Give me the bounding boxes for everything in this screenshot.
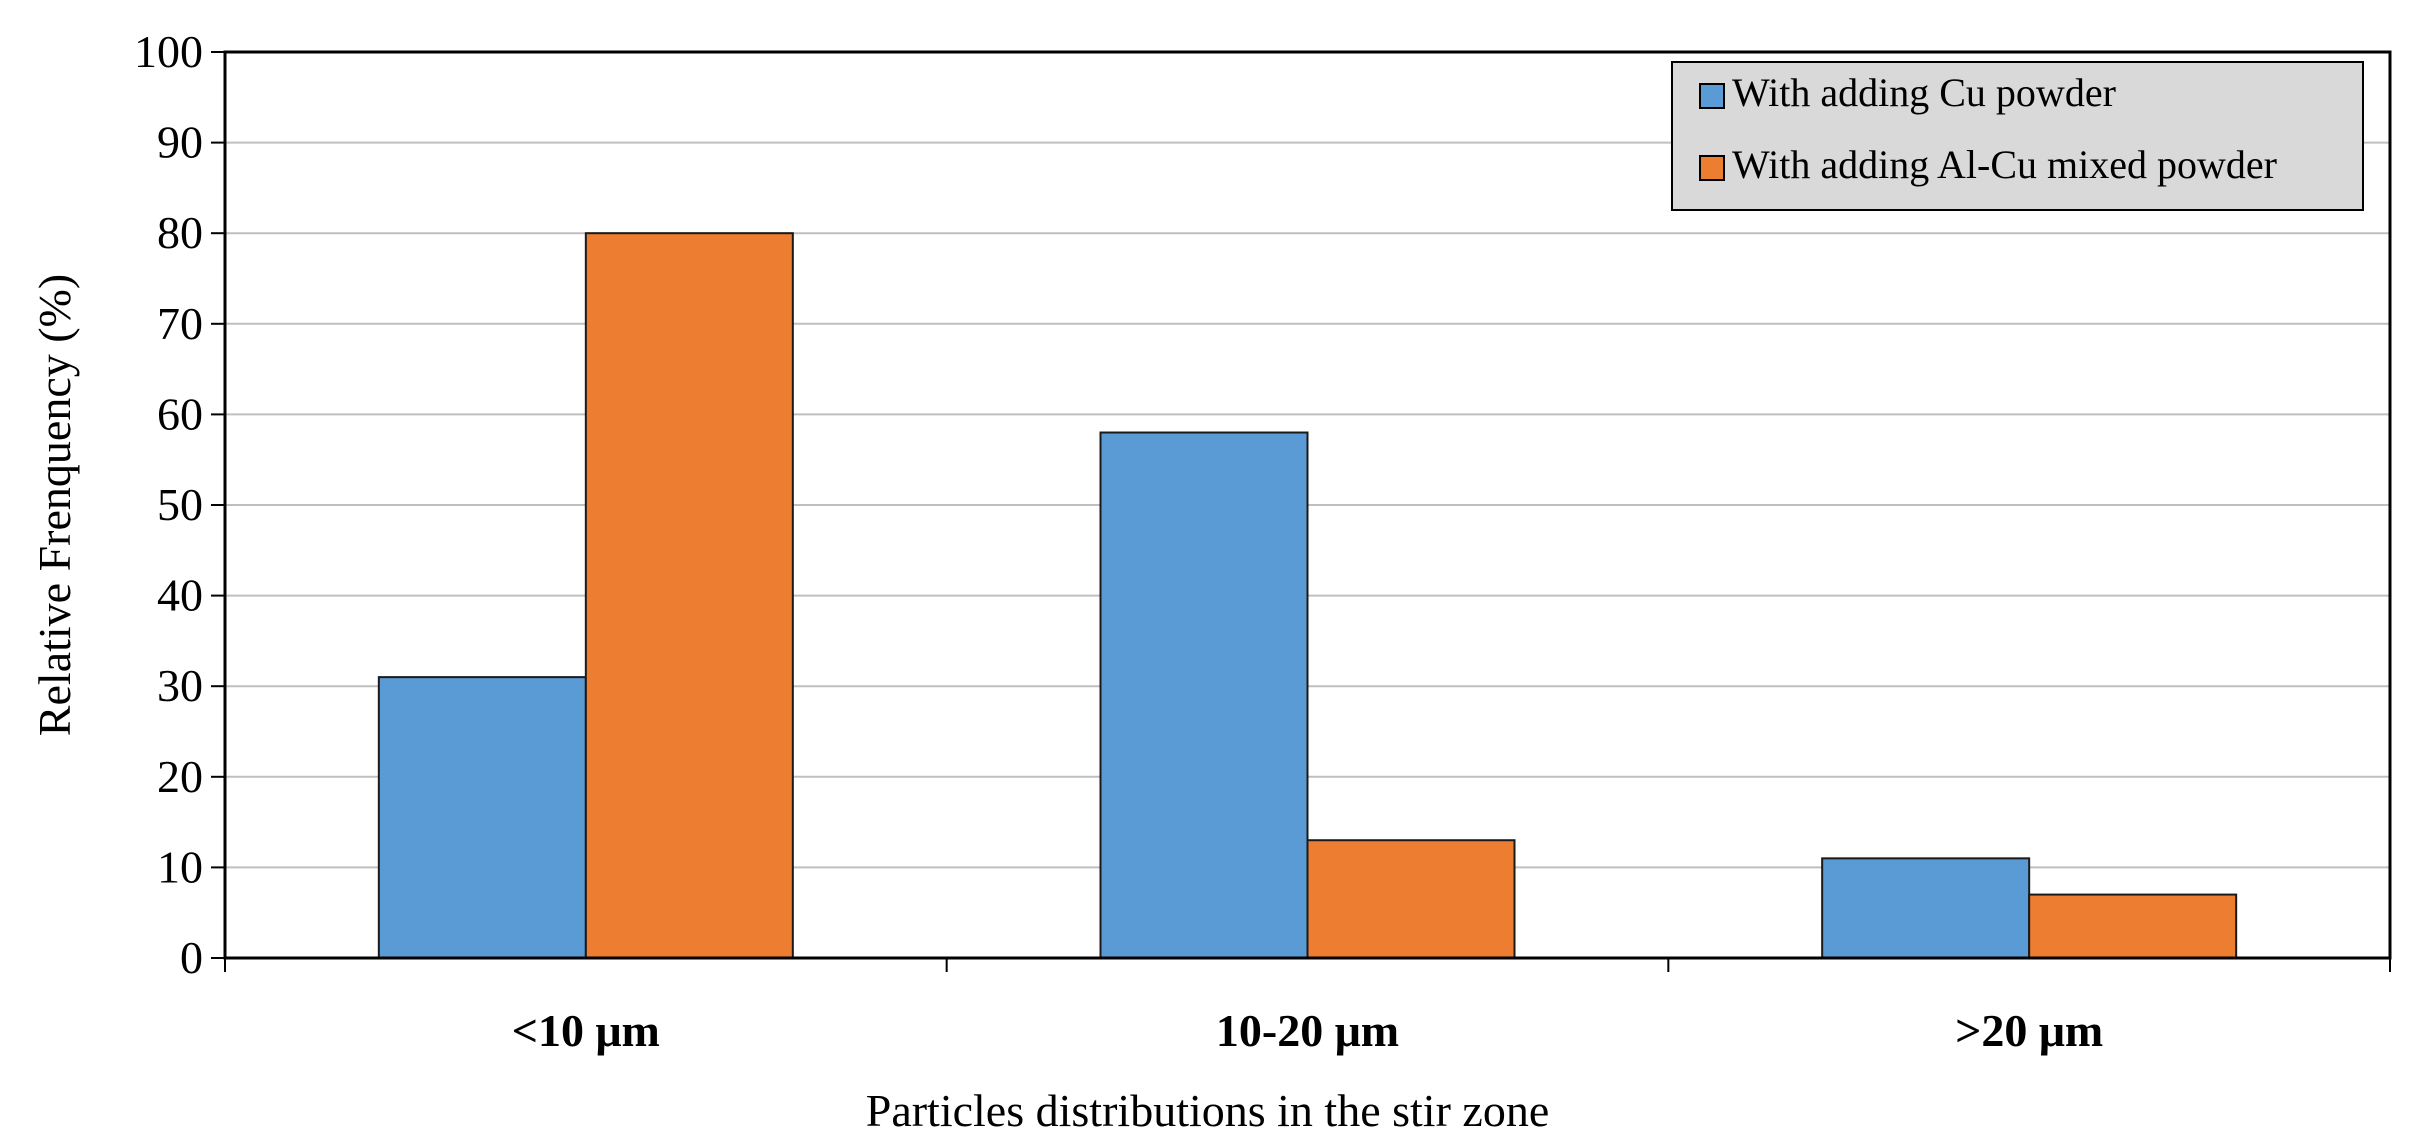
bar-series2-cat1: [584, 232, 794, 959]
y-tick-label: 20: [157, 751, 203, 802]
bar-series2-cat2: [1306, 839, 1516, 959]
y-axis-title: Relative Frenquency (%): [29, 274, 80, 736]
axes: [211, 50, 2392, 972]
x-category-label: 10-20 μm: [1216, 1005, 1399, 1056]
y-tick-label: 70: [157, 298, 203, 349]
legend-box: [1671, 61, 2364, 211]
y-tick-label: 60: [157, 388, 203, 439]
legend-swatch: [1699, 83, 1725, 109]
y-tick-label: 50: [157, 479, 203, 530]
y-tick-label: 100: [134, 26, 203, 77]
bar-series1-cat1: [377, 676, 587, 959]
legend: With adding Cu powder With adding Al-Cu m…: [1671, 61, 2364, 211]
y-tick-label: 10: [157, 841, 203, 892]
plot-area-border: [223, 50, 2392, 960]
y-tick-label: 90: [157, 117, 203, 168]
y-tick-label: 0: [180, 932, 203, 983]
tick-labels: 0 10 20 30 40 50 60 70 80 90 100 <10 μm 10-20 μm >20 …: [134, 26, 2103, 1056]
x-category-label: >20 μm: [1955, 1005, 2103, 1056]
bar-series2-cat3: [2028, 893, 2238, 960]
legend-label: With adding Al-Cu mixed powder: [1732, 142, 2277, 187]
x-category-label: <10 μm: [512, 1005, 660, 1056]
y-tick-label: 30: [157, 660, 203, 711]
x-axis-title: Particles distributions in the stir zone: [866, 1085, 1550, 1136]
bar-series1-cat3: [1821, 857, 2031, 960]
y-tick-label: 80: [157, 207, 203, 258]
legend-label: With adding Cu powder: [1732, 70, 2116, 115]
bar-series1-cat2: [1099, 431, 1309, 959]
legend-swatch: [1699, 155, 1725, 181]
y-tick-label: 40: [157, 570, 203, 621]
